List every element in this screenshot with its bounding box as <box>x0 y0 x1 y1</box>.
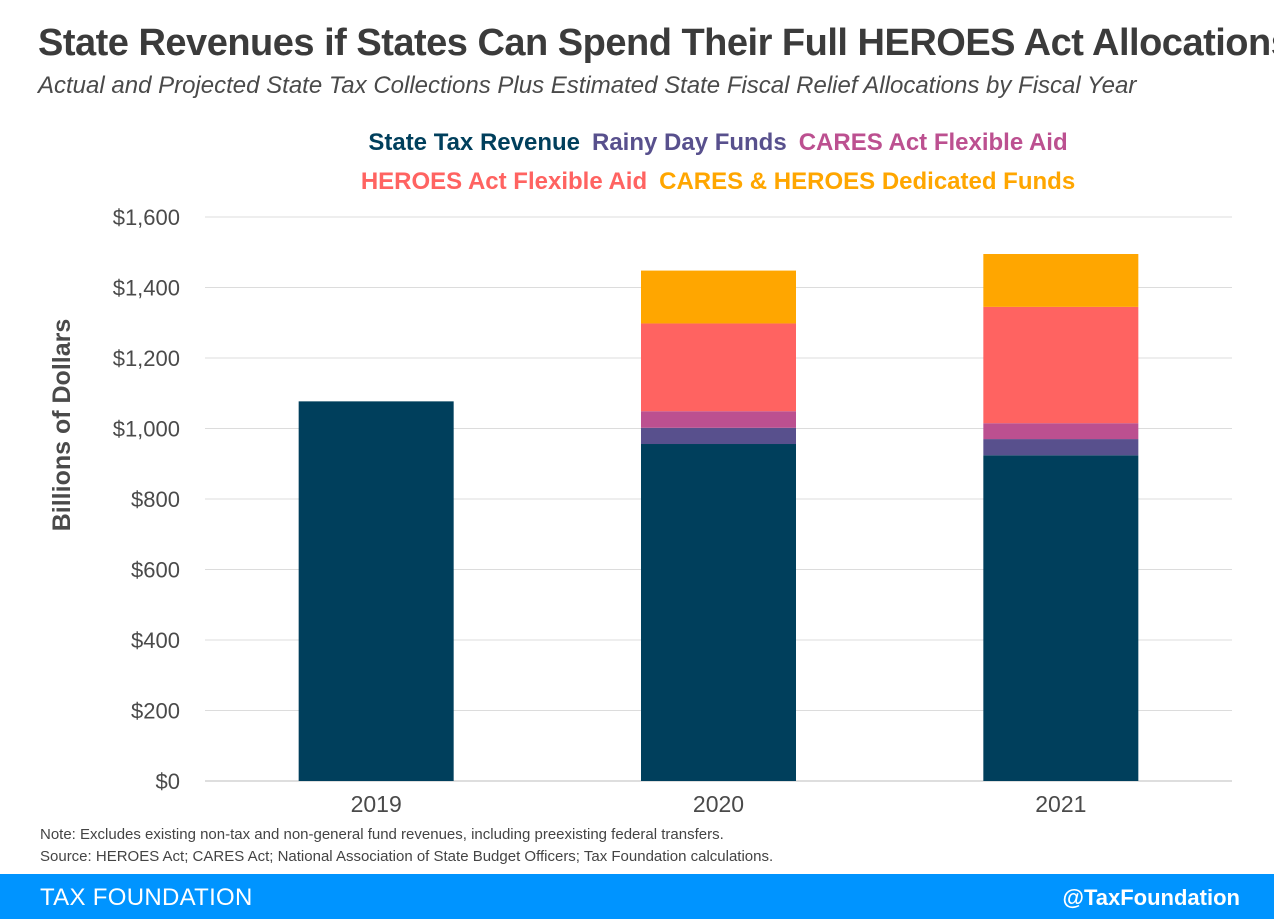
bar-segment <box>641 323 796 412</box>
y-tick-label: $1,200 <box>113 346 180 371</box>
bar-segment <box>983 254 1139 307</box>
y-tick-label: $1,000 <box>113 417 180 442</box>
y-tick-label: $1,600 <box>113 205 180 230</box>
bar-segment <box>641 270 796 324</box>
bar-segment <box>641 411 796 428</box>
bar-segment <box>983 439 1139 456</box>
bar-segment <box>983 306 1139 424</box>
brand-name: TAX FOUNDATION <box>40 884 253 911</box>
chart-source: Source: HEROES Act; CARES Act; National … <box>40 848 774 865</box>
legend-entry: CARES & HEROES Dedicated Funds <box>647 168 1075 195</box>
legend: State Tax Revenue Rainy Day Funds CARES … <box>361 129 1075 195</box>
bar-segment <box>641 427 796 445</box>
x-axis-ticks: 2019 2020 2021 <box>351 791 1087 817</box>
x-tick-label: 2020 <box>693 791 744 817</box>
y-axis-label: Billions of Dollars <box>48 319 76 532</box>
legend-row: State Tax Revenue Rainy Day Funds CARES … <box>368 129 1067 156</box>
chart-note: Note: Excludes existing non-tax and non-… <box>40 826 724 843</box>
y-tick-label: $200 <box>131 699 180 724</box>
y-tick-label: $400 <box>131 628 180 653</box>
bars <box>298 254 1139 781</box>
stacked-bar-chart: State Tax Revenue Rainy Day Funds CARES … <box>48 129 1232 817</box>
y-tick-label: $600 <box>131 558 180 583</box>
legend-entry: CARES Act Flexible Aid <box>787 129 1068 156</box>
bar-segment <box>641 444 796 781</box>
bar-segment <box>298 401 454 781</box>
y-axis-ticks: $0 $200 $400 $600 $800 $1,000 $1,200 $1,400 $1,6… <box>113 205 180 794</box>
legend-entry: Rainy Day Funds <box>580 129 787 156</box>
footer-bar: TAX FOUNDATION @TaxFoundation <box>0 874 1274 919</box>
y-tick-label: $800 <box>131 487 180 512</box>
legend-entry: HEROES Act Flexible Aid <box>361 168 647 195</box>
x-tick-label: 2021 <box>1035 791 1086 817</box>
bar-segment <box>983 455 1139 781</box>
bar-segment <box>983 423 1139 440</box>
chart-title: State Revenues if States Can Spend Their… <box>38 22 1274 64</box>
x-tick-label: 2019 <box>351 791 402 817</box>
legend-row: HEROES Act Flexible Aid CARES & HEROES D… <box>361 168 1075 195</box>
y-tick-label: $1,400 <box>113 276 180 301</box>
y-tick-label: $0 <box>156 769 180 794</box>
legend-entry: State Tax Revenue <box>368 129 580 156</box>
social-handle[interactable]: @TaxFoundation <box>1062 885 1240 910</box>
chart-subtitle: Actual and Projected State Tax Collectio… <box>38 72 1137 99</box>
